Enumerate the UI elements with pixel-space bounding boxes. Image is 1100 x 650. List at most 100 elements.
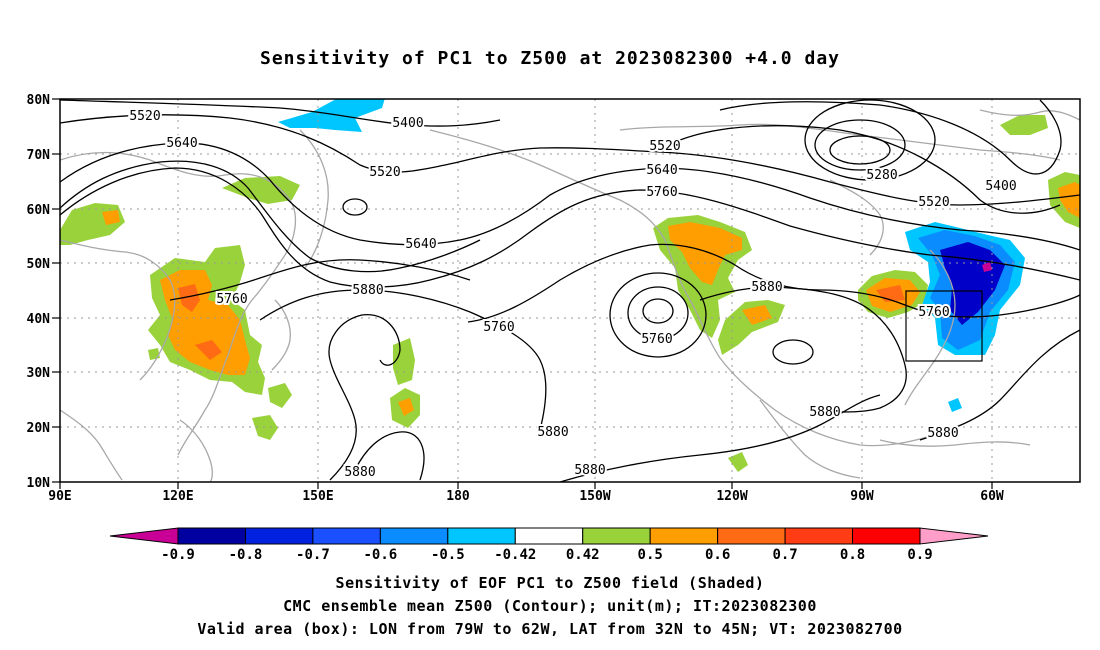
lat-label-60n: 60N [27, 203, 51, 218]
colorbar-tick-label: -0.7 [296, 547, 330, 563]
contour-label-5760-c: 5760 [641, 332, 672, 347]
contour-small-high [772, 339, 814, 365]
lon-label-120w: 120W [716, 489, 747, 504]
contour-label-5880-g: 5880 [574, 463, 605, 478]
lat-label-30n: 30N [27, 366, 51, 381]
colorbar-boxes [177, 527, 921, 545]
contour-5880-loop [328, 314, 401, 481]
lat-label-20n: 20N [27, 421, 51, 436]
axis-ticks [52, 98, 993, 489]
contour-label-5880-f: 5880 [344, 465, 375, 480]
contour-5880-bottom [559, 394, 881, 482]
colorbar-tick-label: -0.8 [229, 547, 263, 563]
contour-label-layer: 5520 5640 5520 5400 5640 5760 5880 5760 … [127, 107, 1018, 482]
shade-na-west-orange-2 [742, 305, 772, 325]
contour-5520-arctic [679, 125, 1061, 214]
colorbar-box [852, 527, 921, 545]
shade-east-asia-darkorange [178, 284, 200, 312]
contour-5880-se [919, 329, 1080, 441]
contour-arctic-mid [804, 99, 936, 181]
contour-label-5280: 5280 [866, 168, 897, 183]
contour-label-5880-a: 5880 [352, 283, 383, 298]
contour-low-outer [609, 272, 707, 358]
lat-label-80n: 80N [27, 93, 51, 108]
lat-label-50n: 50N [27, 257, 51, 272]
shade-siberia-green [222, 176, 300, 204]
colorbar-low-triangle [109, 527, 179, 545]
lat-label-10n: 10N [27, 476, 51, 491]
contour-label-5400-a: 5400 [392, 116, 423, 131]
contour-label-5760-d: 5760 [646, 185, 677, 200]
contour-label-5520-c: 5520 [649, 139, 680, 154]
footer-line-3: Valid area (box): LON from 79W to 62W, L… [197, 620, 903, 638]
shade-mexico-green [728, 452, 748, 472]
shade-pacific-green-1 [393, 338, 415, 385]
contour-label-5880-b: 5880 [751, 280, 782, 295]
map-title: Sensitivity of PC1 to Z500 at 2023082300… [259, 48, 840, 69]
shade-ne-atlantic-orange [1058, 182, 1080, 218]
contour-label-5880-e: 5880 [927, 426, 958, 441]
lat-labels: 80N 70N 60N 50N 40N 30N 20N 10N [27, 93, 51, 491]
coast-mexico [759, 399, 861, 479]
shade-korea-green [268, 383, 292, 408]
colorbar-high-triangle [919, 527, 989, 545]
contour-5880-east [699, 286, 907, 413]
colorbar-box [177, 527, 246, 545]
contour-label-5760-a: 5760 [216, 292, 247, 307]
coast-greenland [979, 109, 1080, 121]
shade-east-asia-darkorange-2 [195, 340, 222, 360]
coast-asia-inner [60, 239, 176, 381]
colorbar-tick-label: -0.9 [161, 547, 195, 563]
contour-5880-south [354, 431, 425, 481]
contour-5400-north [60, 99, 501, 127]
lon-label-150w: 150W [579, 489, 610, 504]
lon-label-180: 180 [446, 489, 470, 504]
coast-japan [271, 299, 291, 371]
contour-5640-inner [60, 160, 481, 273]
colorbar-tick-label: 0.7 [772, 547, 797, 563]
coast-hudson [829, 179, 884, 256]
contour-label-5520-a: 5520 [129, 109, 160, 124]
lon-label-150e: 150E [302, 489, 333, 504]
coast-us-east [904, 249, 956, 406]
colorbar-labels: -0.9 -0.8 -0.7 -0.6 -0.5 -0.42 0.42 0.5 0.6 0.7 0.… [161, 547, 933, 563]
shade-na-west-orange [668, 222, 742, 285]
lat-label-40n: 40N [27, 312, 51, 327]
contour-5760-right [467, 243, 1080, 323]
contour-label-5520-b: 5520 [369, 165, 400, 180]
contour-label-5880-d: 5880 [537, 425, 568, 440]
coast-canada-north [619, 123, 1061, 161]
shade-west-orange [102, 210, 120, 225]
grid-layer [60, 99, 1080, 482]
contour-arctic-5280 [814, 119, 906, 171]
colorbar-tick-label: 0.5 [638, 547, 663, 563]
valid-area-box [905, 290, 983, 362]
contour-label-5640-b: 5640 [405, 237, 436, 252]
colorbar-box [582, 527, 651, 545]
contour-arctic-inner [829, 135, 891, 165]
coast-kamchatka [299, 129, 329, 269]
colorbar-tick-label: 0.42 [566, 547, 600, 563]
map-frame [59, 98, 1081, 483]
lon-label-60w: 60W [980, 489, 1004, 504]
colorbar-tick-label: -0.6 [364, 547, 398, 563]
shade-arctic-cyan [278, 99, 385, 132]
contour-small-low [342, 198, 368, 216]
colorbar: -0.9 -0.8 -0.7 -0.6 -0.5 -0.42 0.42 0.5 0.6 0.7 0.… [109, 527, 989, 563]
lon-label-120e: 120E [162, 489, 193, 504]
shade-atlantic-magenta [982, 262, 992, 272]
lat-label-70n: 70N [27, 148, 51, 163]
contour-label-5520-d: 5520 [918, 195, 949, 210]
colorbar-box [717, 527, 786, 545]
colorbar-tick-label: 0.9 [907, 547, 932, 563]
colorbar-box [447, 527, 516, 545]
colorbar-tick-label: 0.6 [705, 547, 730, 563]
colorbar-box [312, 527, 381, 545]
lon-label-90e: 90E [48, 489, 71, 504]
footer-line-2: CMC ensemble mean Z500 (Contour); unit(m… [283, 597, 817, 615]
shade-small-green-asia [148, 348, 160, 360]
lon-labels: 90E 120E 150E 180 150W 120W 90W 60W [48, 489, 1004, 504]
colorbar-tick-label: -0.5 [431, 547, 465, 563]
colorbar-box [649, 527, 719, 545]
